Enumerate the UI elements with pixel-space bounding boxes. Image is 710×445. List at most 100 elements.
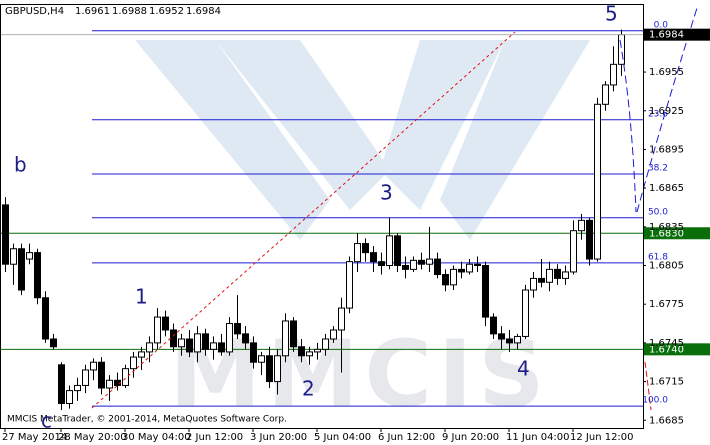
candle-body [210, 342, 217, 350]
candle-body [354, 243, 361, 263]
candle-body [242, 333, 249, 344]
candle-body [458, 268, 465, 273]
candle-body [290, 320, 297, 348]
candle-body [50, 338, 57, 348]
wave-label: 3 [380, 181, 393, 205]
wave-label: 5 [605, 2, 618, 26]
candle-body [442, 274, 449, 286]
candle-body [562, 271, 569, 279]
fibo-label: 100.0 [642, 396, 668, 406]
y-tick-label: 1.6865 [649, 183, 684, 194]
candle-body [42, 297, 49, 340]
level-label: 1.6830 [649, 228, 684, 239]
candle-body [410, 259, 417, 270]
candle-body [538, 277, 545, 283]
candle-body [466, 263, 473, 273]
wave-label: 2 [302, 377, 315, 401]
level-tag [644, 343, 710, 356]
candle-body [578, 219, 585, 232]
candle-body [546, 268, 553, 283]
candle-body [202, 333, 209, 350]
candle-body [170, 329, 177, 348]
candle-body [74, 384, 81, 392]
y-tick-label: 1.6715 [649, 377, 684, 388]
fibo-label: 50.0 [648, 207, 668, 217]
candle-body [178, 338, 185, 348]
candle-body [394, 235, 401, 267]
forecast-line [619, 39, 637, 213]
candle-body [162, 316, 169, 331]
candle-body [586, 219, 593, 260]
candle-body [522, 289, 529, 337]
candle-body [554, 268, 561, 279]
x-tick-label: 27 May 2014 [2, 432, 67, 443]
header-value: 1.6961 [75, 6, 110, 17]
fibo-label: 38.2 [648, 163, 668, 173]
candle-body [66, 390, 73, 404]
candle-body [82, 369, 89, 386]
wave-label: b [14, 153, 27, 177]
candle-body [506, 338, 513, 344]
header-value: 1.6952 [149, 6, 184, 17]
candle-body [426, 258, 433, 265]
candle-body [330, 329, 337, 340]
candle-body [146, 342, 153, 353]
candle-body [90, 361, 97, 371]
x-tick-label: 6 Jun 12:00 [378, 432, 435, 443]
candle-body [514, 335, 521, 344]
candle-body [194, 333, 201, 353]
footer: MMCIS MetaTrader, © 2001-2014, MetaQuote… [7, 415, 287, 425]
candle-body [26, 252, 33, 260]
candle-body [130, 356, 137, 370]
candle-body [490, 316, 497, 335]
level-label: 1.6740 [649, 344, 684, 355]
candle-body [314, 348, 321, 353]
y-tick-label: 1.6895 [649, 144, 684, 155]
wave-label: 4 [517, 357, 530, 381]
y-tick-label: 1.6835 [649, 222, 684, 233]
candle-body [594, 103, 601, 260]
candle-body [154, 316, 161, 344]
y-tick-label: 1.6685 [649, 415, 684, 426]
trend-line [91, 31, 516, 409]
x-tick-label: 30 May 04:00 [122, 432, 191, 443]
header-value: 1.6988 [112, 6, 147, 17]
y-tick-label: 1.6805 [649, 261, 684, 272]
candle-body [10, 248, 17, 265]
candle-body [34, 252, 41, 299]
y-tick-label: 1.6775 [649, 299, 684, 310]
candle-body [378, 261, 385, 267]
candle-body [338, 307, 345, 331]
x-tick-label: 3 Jun 20:00 [250, 432, 307, 443]
candle-body [402, 265, 409, 270]
candle-body [450, 268, 457, 286]
candle-body [250, 342, 257, 363]
candle-body [234, 323, 241, 335]
level-tag [644, 227, 710, 240]
candle-body [602, 84, 609, 105]
candle-body [138, 351, 145, 358]
candle-body [474, 263, 481, 267]
candle-body [418, 259, 425, 265]
price-tag [644, 28, 710, 41]
y-tick-label: 1.6745 [649, 338, 684, 349]
fibo-label: 23.6 [648, 109, 668, 119]
candle-body [322, 338, 329, 350]
candle-body [186, 338, 193, 353]
wave-label: c [41, 409, 52, 433]
symbol: GBPUSD,H4 [5, 6, 64, 17]
plot-border [0, 4, 644, 429]
candle-body [530, 277, 537, 291]
logo-watermark [135, 40, 590, 240]
x-tick-label: 2 Jun 12:00 [186, 432, 243, 443]
candle-body [362, 243, 369, 254]
candle-body [122, 368, 129, 386]
candle-body [58, 364, 65, 404]
candle-body [98, 361, 105, 389]
wave-label: 1 [135, 285, 148, 309]
candle-body [434, 258, 441, 276]
fibo-label: 61.8 [648, 252, 668, 262]
candle-body [18, 248, 25, 291]
candle-body [298, 346, 305, 357]
